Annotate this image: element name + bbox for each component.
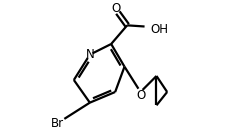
Text: O: O — [137, 89, 146, 102]
Text: OH: OH — [151, 23, 168, 36]
Text: Br: Br — [51, 117, 64, 130]
Text: O: O — [112, 2, 121, 14]
Text: N: N — [86, 48, 94, 61]
